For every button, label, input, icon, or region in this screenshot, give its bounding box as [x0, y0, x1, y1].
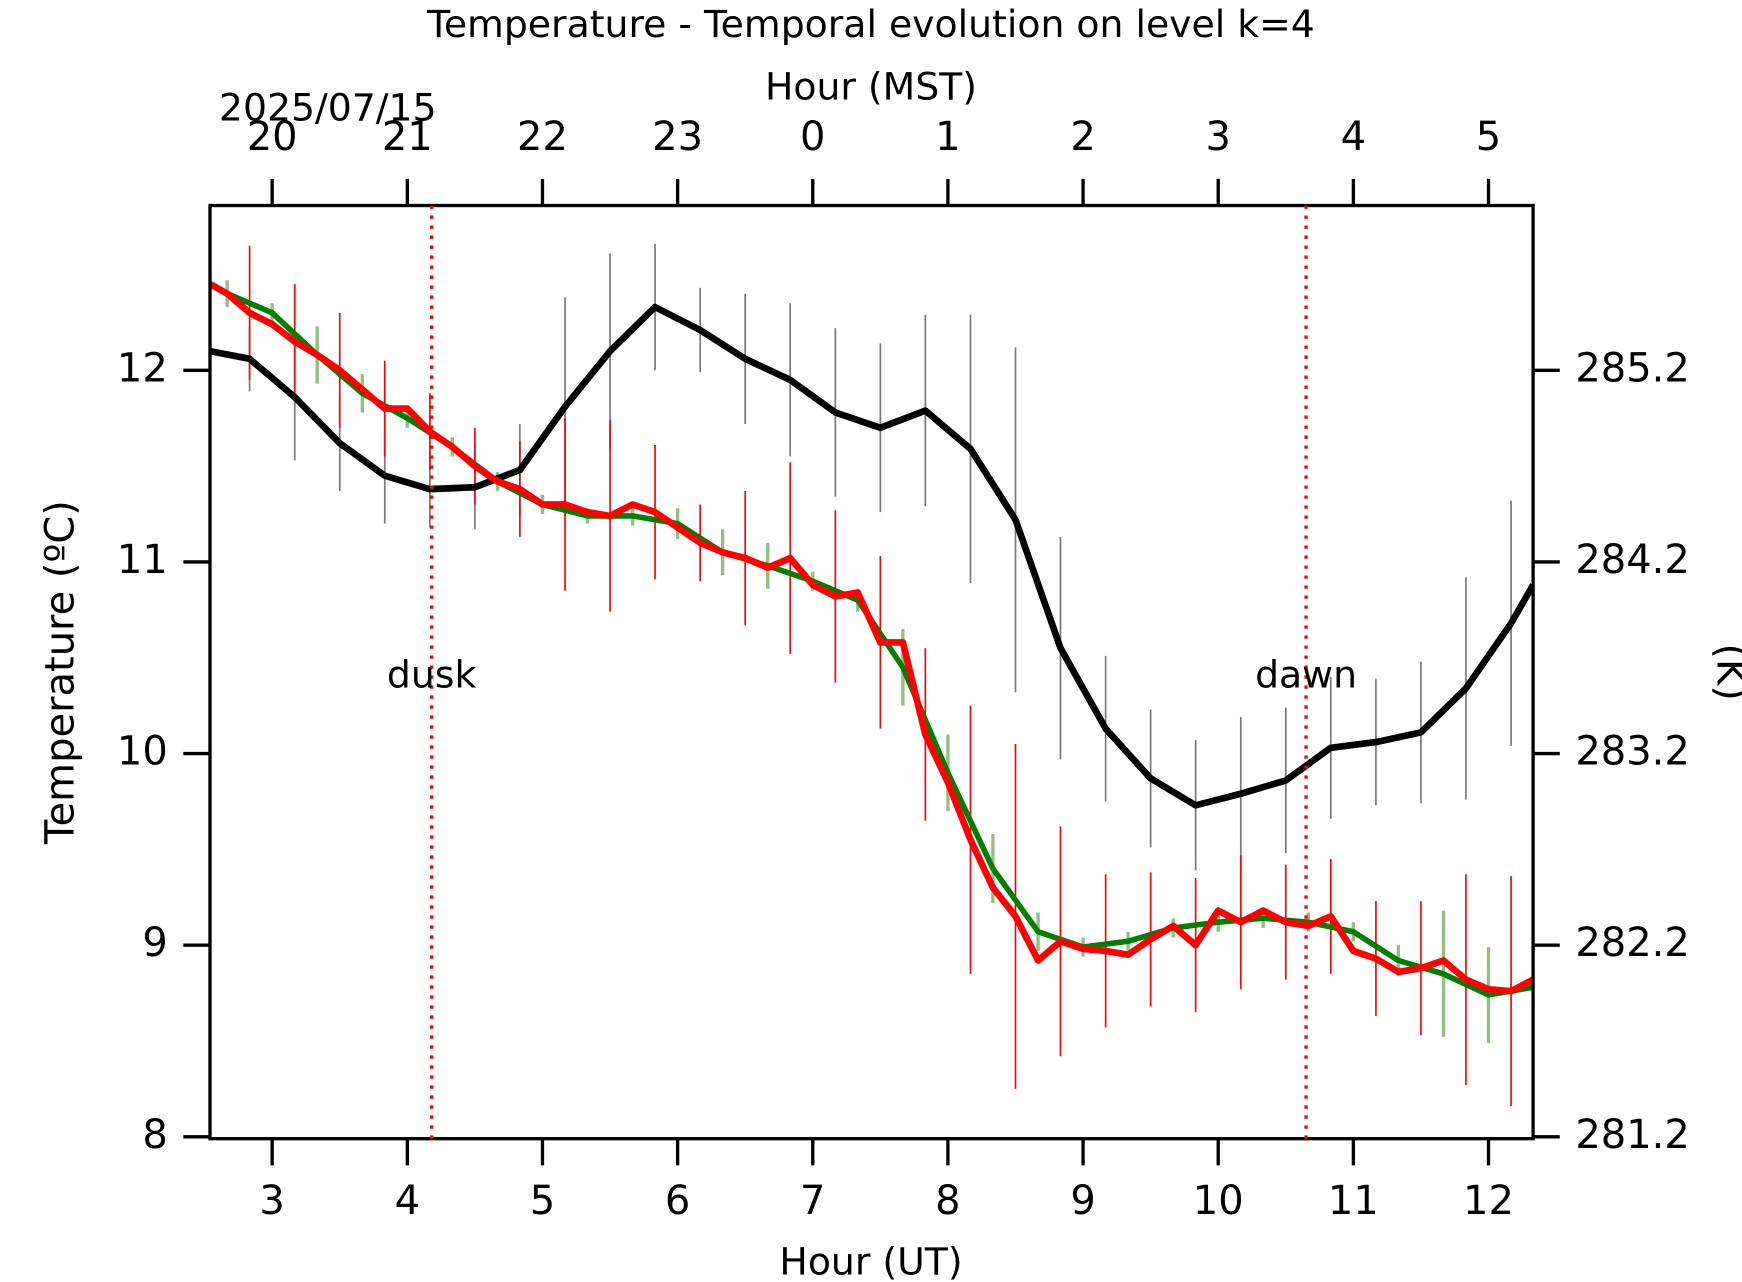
y2-tick-label: 281.2 — [1575, 1112, 1689, 1158]
x-tick-label: 5 — [530, 1178, 555, 1224]
x2-axis-label: Hour (MST) — [765, 64, 977, 108]
y-tick-label: 12 — [117, 345, 168, 391]
x2-tick-label: 21 — [382, 114, 433, 160]
x-axis-label: Hour (UT) — [779, 1240, 962, 1282]
y2-tick-label: 285.2 — [1575, 345, 1689, 391]
x-tick-label: 3 — [259, 1178, 284, 1224]
x2-tick-label: 20 — [247, 114, 298, 160]
x2-tick-label: 3 — [1205, 114, 1230, 160]
x2-tick-label: 5 — [1476, 114, 1501, 160]
annotation: dawn — [1255, 652, 1357, 696]
annotation: dusk — [387, 652, 477, 696]
x-tick-label: 4 — [395, 1178, 420, 1224]
y2-axis-label: (K) — [1708, 643, 1742, 700]
x-tick-label: 8 — [935, 1178, 960, 1224]
x-tick-label: 7 — [800, 1178, 825, 1224]
plot-frame — [208, 203, 1535, 1141]
x2-tick-label: 2 — [1070, 114, 1095, 160]
series-line — [210, 281, 1534, 995]
series-line — [210, 303, 1534, 809]
plot-area — [210, 243, 1534, 1107]
x-tick-label: 11 — [1328, 1178, 1379, 1224]
date-label: 2025/07/15 — [219, 85, 437, 129]
x-tick-label: 6 — [665, 1178, 690, 1224]
x2-tick-label: 23 — [652, 114, 703, 160]
y-tick-label: 8 — [142, 1112, 167, 1158]
chart-title: Temperature - Temporal evolution on leve… — [426, 2, 1315, 46]
y2-tick-label: 284.2 — [1575, 537, 1689, 583]
y-tick-label: 10 — [117, 729, 168, 775]
x2-tick-label: 0 — [800, 114, 825, 160]
x-tick-label: 12 — [1463, 1178, 1514, 1224]
x-tick-label: 10 — [1193, 1178, 1244, 1224]
y2-tick-label: 283.2 — [1575, 729, 1689, 775]
y-tick-label: 9 — [142, 920, 167, 966]
x-tick-label: 9 — [1070, 1178, 1095, 1224]
series-line — [210, 281, 1534, 998]
y-axis-label: Temperature (ºC) — [37, 500, 83, 845]
x2-tick-label: 1 — [935, 114, 960, 160]
x2-tick-label: 22 — [517, 114, 568, 160]
y-tick-label: 11 — [117, 537, 168, 583]
y2-tick-label: 282.2 — [1575, 920, 1689, 966]
x2-tick-label: 4 — [1341, 114, 1366, 160]
